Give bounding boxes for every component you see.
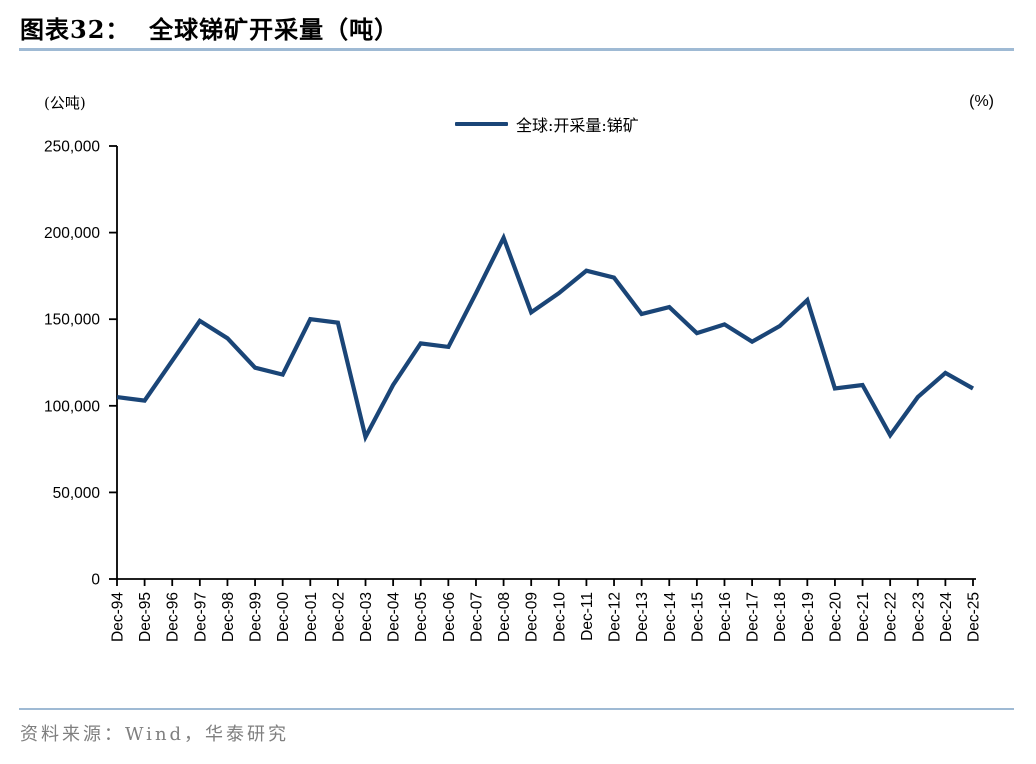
x-tick-label: Dec-20 bbox=[827, 592, 844, 642]
title-divider-line bbox=[19, 48, 1014, 51]
legend: 全球:开采量:锑矿 bbox=[455, 112, 639, 136]
y-tick-label: 150,000 bbox=[44, 312, 100, 329]
x-tick-label: Dec-18 bbox=[772, 592, 789, 642]
x-tick-label: Dec-95 bbox=[137, 592, 154, 642]
axis-tick-labels: 0 50,000 100,000 150,000 200,000 250,000 Dec-9… bbox=[44, 139, 983, 642]
y-tick-label: 250,000 bbox=[44, 139, 100, 156]
x-tick-label: Dec-22 bbox=[883, 592, 900, 642]
x-tick-label: Dec-97 bbox=[192, 592, 209, 642]
x-tick-label: Dec-07 bbox=[468, 592, 485, 642]
x-tick-label: Dec-04 bbox=[386, 592, 403, 642]
x-tick-label: Dec-14 bbox=[662, 592, 679, 642]
x-tick-label: Dec-17 bbox=[745, 592, 762, 642]
y-tick-label: 100,000 bbox=[44, 398, 100, 415]
right-axis-unit-label: (%) bbox=[969, 93, 994, 110]
footer-divider-line bbox=[19, 708, 1014, 710]
y-tick-label: 50,000 bbox=[53, 485, 101, 502]
y-tick-label: 0 bbox=[91, 572, 100, 589]
x-tick-label: Dec-01 bbox=[303, 592, 320, 642]
x-tick-label: Dec-99 bbox=[248, 592, 265, 642]
legend-label: 全球:开采量:锑矿 bbox=[516, 116, 639, 135]
x-tick-label: Dec-98 bbox=[220, 592, 237, 642]
x-tick-label: Dec-94 bbox=[110, 592, 127, 642]
y-tick-label: 200,000 bbox=[44, 225, 100, 242]
x-tick-label: Dec-96 bbox=[165, 592, 182, 642]
axes bbox=[109, 145, 976, 586]
x-tick-label: Dec-25 bbox=[966, 592, 983, 642]
x-tick-label: Dec-08 bbox=[496, 592, 513, 642]
x-tick-label: Dec-00 bbox=[275, 592, 292, 642]
series-line bbox=[116, 232, 975, 443]
x-tick-label: Dec-10 bbox=[551, 592, 568, 642]
x-tick-label: Dec-19 bbox=[800, 592, 817, 642]
legend-line-icon bbox=[455, 122, 508, 126]
source-text: 资料来源：Wind，华泰研究 bbox=[20, 724, 290, 745]
left-axis-unit-label: (公吨) bbox=[44, 94, 86, 112]
x-tick-label: Dec-05 bbox=[413, 592, 430, 642]
x-tick-label: Dec-16 bbox=[717, 592, 734, 642]
x-tick-label: Dec-09 bbox=[524, 592, 541, 642]
x-tick-label: Dec-06 bbox=[441, 592, 458, 642]
x-tick-label: Dec-21 bbox=[855, 592, 872, 642]
x-tick-label: Dec-13 bbox=[634, 592, 651, 642]
x-tick-label: Dec-02 bbox=[330, 592, 347, 642]
x-tick-label: Dec-03 bbox=[358, 592, 375, 642]
x-tick-label: Dec-15 bbox=[689, 592, 706, 642]
x-tick-label: Dec-11 bbox=[579, 592, 596, 641]
x-tick-label: Dec-23 bbox=[910, 592, 927, 642]
page-title: 图表32： 全球锑矿开采量（吨） bbox=[20, 15, 400, 44]
x-tick-label: Dec-12 bbox=[607, 592, 624, 642]
x-tick-label: Dec-24 bbox=[938, 592, 955, 642]
